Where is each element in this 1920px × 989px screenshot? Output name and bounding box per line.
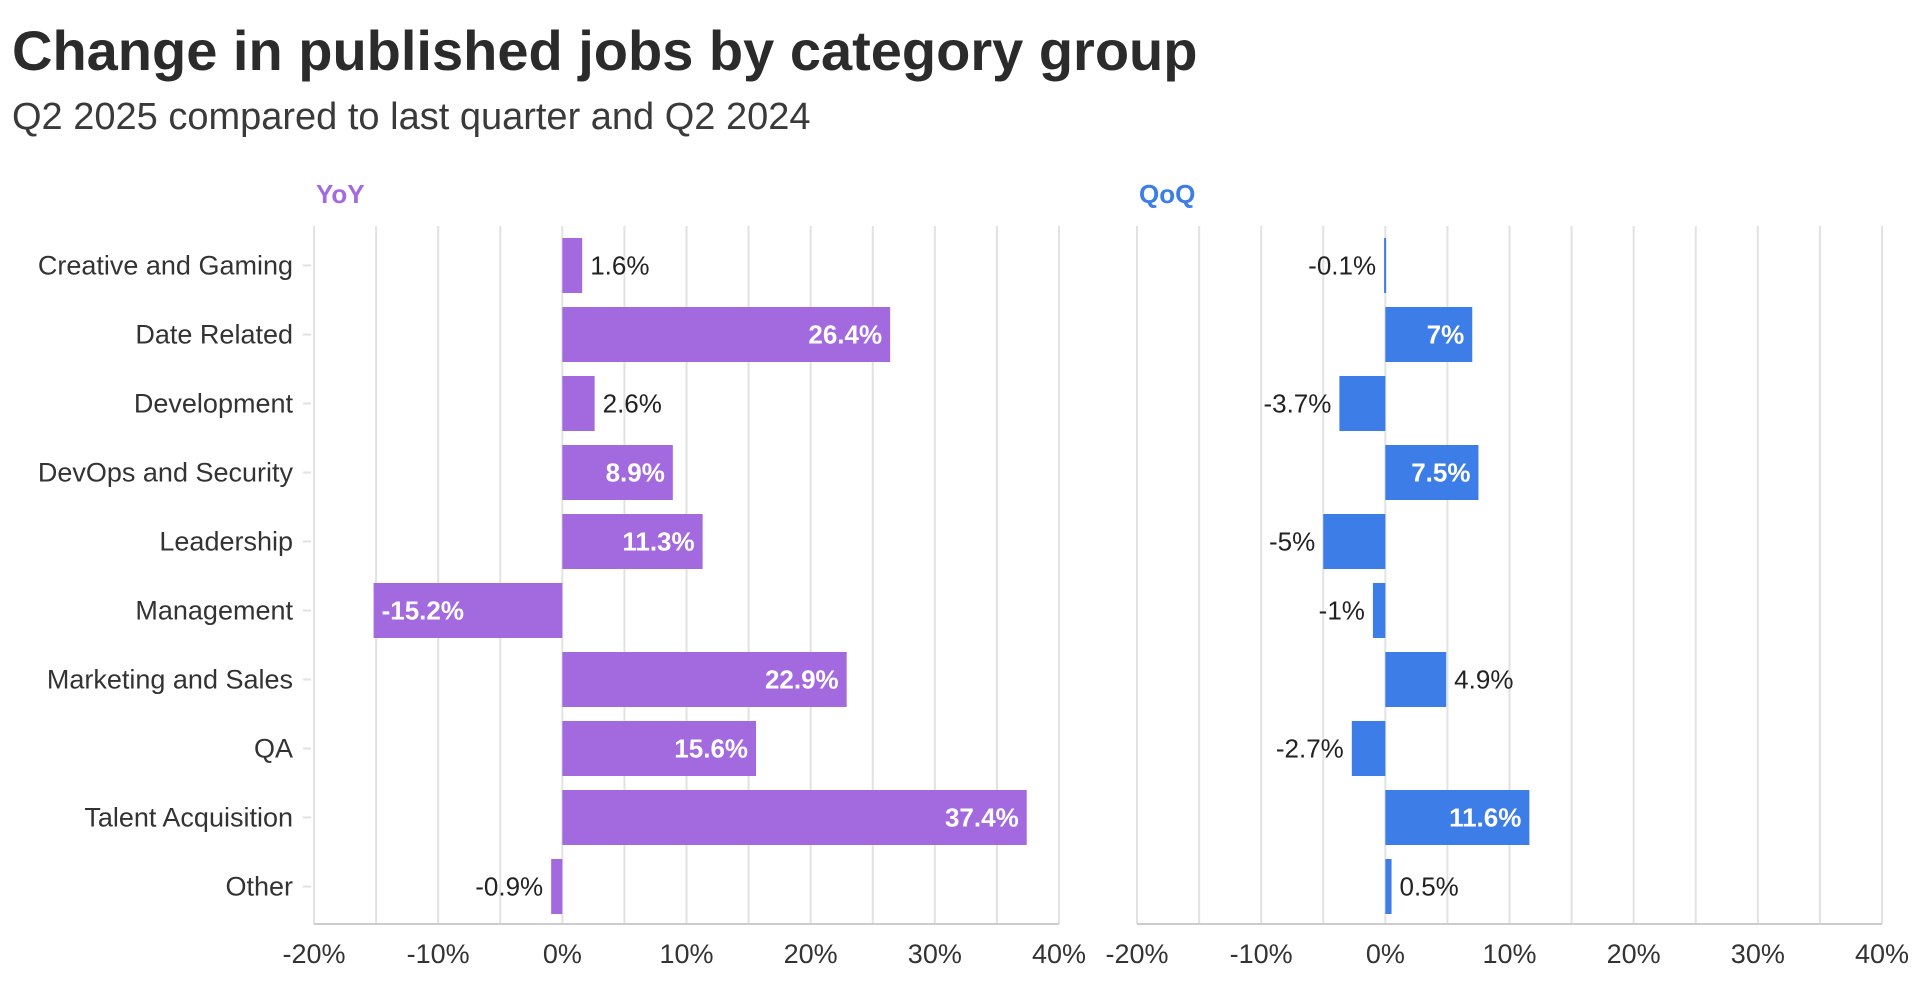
yoy-bar-creative-and-gaming[interactable] — [562, 238, 583, 293]
yoy-tick-label: -20% — [282, 939, 345, 969]
yoy-bar-management[interactable] — [373, 583, 563, 638]
qoq-value-label-talent-acquisition: 11.6% — [1449, 803, 1521, 833]
qoq-bar-qa[interactable] — [1351, 721, 1386, 776]
yoy-value-label-development: 2.6% — [603, 389, 662, 419]
category-label-devops-and-security: DevOps and Security — [38, 458, 294, 488]
yoy-bar-date-related[interactable] — [562, 307, 891, 362]
qoq-tick-label: 40% — [1855, 939, 1909, 969]
yoy-tick-label: -10% — [407, 939, 470, 969]
yoy-bar-devops-and-security[interactable] — [562, 445, 673, 500]
qoq-bar-management[interactable] — [1372, 583, 1386, 638]
category-label-marketing-and-sales: Marketing and Sales — [47, 665, 293, 695]
qoq-value-label-management: -1% — [1319, 596, 1365, 626]
category-label-leadership: Leadership — [159, 527, 293, 557]
yoy-value-label-marketing-and-sales: 22.9% — [765, 665, 839, 695]
qoq-bar-devops-and-security[interactable] — [1385, 445, 1479, 500]
category-label-qa: QA — [254, 734, 293, 764]
yoy-bar-qa[interactable] — [562, 721, 757, 776]
qoq-tick-label: 20% — [1607, 939, 1661, 969]
yoy-panel-title: YoY — [316, 179, 365, 209]
yoy-value-label-leadership: 11.3% — [622, 527, 694, 557]
yoy-value-label-devops-and-security: 8.9% — [606, 458, 665, 488]
yoy-value-label-creative-and-gaming: 1.6% — [590, 251, 649, 281]
qoq-tick-label: 0% — [1366, 939, 1405, 969]
qoq-value-label-devops-and-security: 7.5% — [1411, 458, 1470, 488]
yoy-bar-talent-acquisition[interactable] — [562, 790, 1027, 845]
qoq-value-label-creative-and-gaming: -0.1% — [1308, 251, 1376, 281]
chart-title: Change in published jobs by category gro… — [12, 19, 1198, 82]
qoq-tick-label: 10% — [1482, 939, 1536, 969]
yoy-tick-label: 20% — [784, 939, 838, 969]
qoq-bar-marketing-and-sales[interactable] — [1385, 652, 1447, 707]
yoy-bar-development[interactable] — [562, 376, 595, 431]
qoq-tick-label: 30% — [1731, 939, 1785, 969]
yoy-tick-label: 30% — [908, 939, 962, 969]
category-label-other: Other — [225, 872, 293, 902]
yoy-value-label-other: -0.9% — [475, 872, 543, 902]
yoy-bar-leadership[interactable] — [562, 514, 703, 569]
yoy-value-label-qa: 15.6% — [674, 734, 748, 764]
qoq-value-label-date-related: 7% — [1427, 320, 1465, 350]
category-label-management: Management — [135, 596, 293, 626]
yoy-value-label-date-related: 26.4% — [808, 320, 882, 350]
qoq-value-label-qa: -2.7% — [1276, 734, 1344, 764]
qoq-bar-creative-and-gaming[interactable] — [1384, 238, 1387, 293]
qoq-bar-talent-acquisition[interactable] — [1385, 790, 1530, 845]
qoq-panel-title: QoQ — [1139, 179, 1195, 209]
yoy-tick-label: 10% — [659, 939, 713, 969]
category-label-creative-and-gaming: Creative and Gaming — [38, 251, 293, 281]
qoq-bar-date-related[interactable] — [1385, 307, 1473, 362]
yoy-bar-marketing-and-sales[interactable] — [562, 652, 847, 707]
category-label-date-related: Date Related — [135, 320, 293, 350]
qoq-value-label-development: -3.7% — [1263, 389, 1331, 419]
qoq-bar-leadership[interactable] — [1323, 514, 1386, 569]
qoq-value-label-leadership: -5% — [1269, 527, 1315, 557]
qoq-tick-label: -20% — [1105, 939, 1168, 969]
qoq-bar-development[interactable] — [1339, 376, 1386, 431]
qoq-tick-label: -10% — [1230, 939, 1293, 969]
yoy-bar-other[interactable] — [551, 859, 563, 914]
yoy-tick-label: 0% — [543, 939, 582, 969]
qoq-bar-other[interactable] — [1385, 859, 1392, 914]
yoy-value-label-talent-acquisition: 37.4% — [945, 803, 1019, 833]
yoy-value-label-management: -15.2% — [382, 596, 464, 626]
category-label-development: Development — [134, 389, 294, 419]
category-label-talent-acquisition: Talent Acquisition — [84, 803, 293, 833]
qoq-value-label-other: 0.5% — [1400, 872, 1459, 902]
yoy-tick-label: 40% — [1032, 939, 1086, 969]
qoq-value-label-marketing-and-sales: 4.9% — [1454, 665, 1513, 695]
chart-subtitle: Q2 2025 compared to last quarter and Q2 … — [12, 96, 811, 138]
